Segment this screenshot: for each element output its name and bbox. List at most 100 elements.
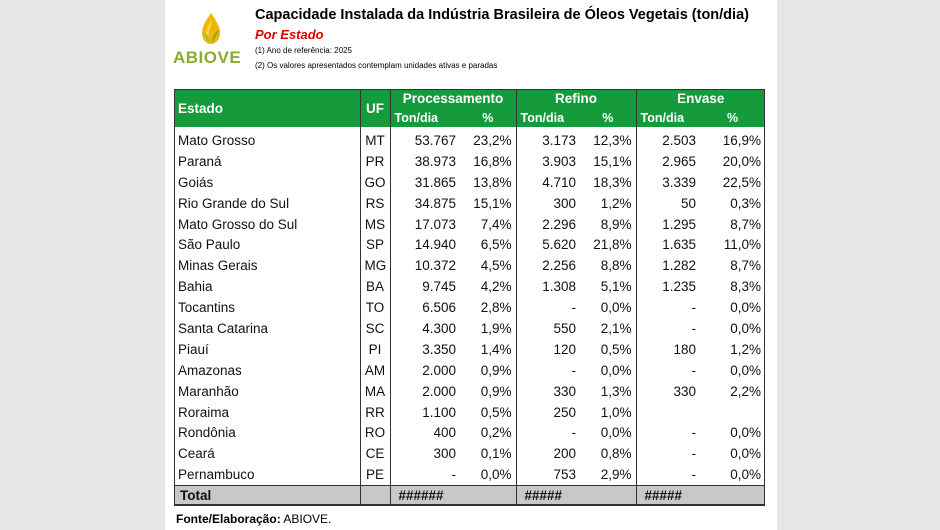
table-row: Mato Grosso MT 53.767 23,2% 3.173 12,3% 2.503 1…	[174, 127, 765, 151]
cell-r-ton: -	[571, 300, 577, 316]
cell-p-pct: 23,2%	[460, 127, 517, 151]
cell-r-ton: 753	[553, 467, 577, 483]
table-row: Rondônia RO 400 0,2% -0,0% -0,0%	[174, 422, 765, 444]
cell-p-pct: 1,9%	[460, 318, 517, 339]
source-value: ABIOVE.	[280, 512, 332, 526]
cell-r-ton: 2.296	[542, 216, 577, 232]
cell-p-pct: 0,9%	[460, 359, 517, 381]
cell-uf: BA	[359, 276, 391, 298]
cell-e-pct: 0,0%	[730, 300, 762, 316]
cell-e-pct: 0,0%	[730, 320, 762, 336]
cell-e-pct: 0,0%	[730, 467, 762, 483]
cell-e-pct: 16,9%	[722, 132, 762, 148]
table-row: Paraná PR 38.973 16,8% 3.903 15,1% 2.965 20,0%	[174, 150, 765, 172]
cell-estado: Santa Catarina	[178, 320, 269, 336]
cell-estado: Bahia	[178, 279, 213, 295]
cell-p-ton: 300	[433, 446, 456, 462]
cell-r-ton: 550	[553, 320, 577, 336]
header-processamento: Processamento	[390, 89, 517, 108]
cell-e-pct: 22,5%	[722, 174, 762, 190]
cell-estado: Rio Grande do Sul	[178, 195, 290, 211]
cell-r-ton: 120	[553, 341, 577, 357]
cell-estado: Pernambuco	[178, 467, 255, 483]
cell-p-ton: 4.300	[422, 320, 456, 336]
total-label: Total	[174, 485, 360, 507]
cell-e-ton: 1.235	[662, 279, 697, 295]
total-envase: #####	[636, 485, 766, 507]
cell-p-pct: 0,2%	[460, 422, 517, 444]
subheader-envase-ton: Ton/dia	[636, 108, 701, 127]
cell-estado: Ceará	[178, 446, 215, 462]
abiove-logo: ABIOVE	[173, 12, 243, 68]
cell-p-ton: -	[451, 467, 457, 483]
cell-uf: PR	[359, 150, 391, 172]
header-estado: Estado	[174, 89, 361, 127]
cell-e-pct: 1,2%	[730, 341, 762, 357]
cell-p-ton: 34.875	[414, 195, 456, 211]
cell-estado: Maranhão	[178, 383, 239, 399]
cell-uf: TO	[359, 297, 391, 319]
cell-r-pct: 18,3%	[580, 171, 637, 193]
table-row: Ceará CE 300 0,1% 200 0,8% - 0,0%	[174, 443, 765, 465]
table-row: Tocantins TO 6.506 2,8% -0,0% -0,0%	[174, 297, 765, 319]
cell-p-ton: 10.372	[414, 258, 456, 274]
cell-r-pct: 1,3%	[580, 380, 637, 402]
cell-r-pct: 1,2%	[580, 192, 637, 214]
cell-e-ton: -	[691, 320, 697, 336]
cell-e-pct: 0,0%	[730, 425, 762, 441]
cell-p-pct: 0,9%	[460, 380, 517, 402]
cell-e-ton: 330	[673, 383, 697, 399]
cell-uf: RS	[359, 192, 391, 214]
cell-p-pct: 16,8%	[460, 150, 517, 172]
cell-e-ton: 1.295	[662, 216, 697, 232]
cell-e-ton: -	[691, 362, 697, 378]
cell-uf: MT	[359, 127, 391, 151]
cell-r-pct: 2,1%	[580, 318, 637, 339]
cell-p-ton: 17.073	[414, 216, 456, 232]
cell-e-pct	[700, 402, 765, 423]
cell-p-pct: 1,4%	[460, 338, 517, 360]
cell-r-ton: 3.173	[542, 132, 577, 148]
total-uf-cell	[359, 485, 391, 507]
cell-estado: Paraná	[178, 153, 222, 169]
page-subtitle: Por Estado	[255, 27, 324, 42]
cell-p-pct: 13,8%	[460, 171, 517, 193]
table-row: Goiás GO 31.865 13,8% 4.710 18,3% 3.339 22,5%	[174, 171, 765, 193]
cell-e-pct: 0,3%	[730, 195, 762, 211]
cell-uf: MS	[359, 213, 391, 235]
cell-p-ton: 14.940	[414, 237, 456, 253]
cell-p-ton: 6.506	[422, 300, 456, 316]
cell-p-pct: 0,1%	[460, 443, 517, 465]
cell-p-pct: 0,0%	[460, 464, 517, 486]
cell-r-ton: 5.620	[542, 237, 577, 253]
footnote-2: (2) Os valores apresentados contemplam u…	[255, 61, 498, 70]
cell-r-pct: 5,1%	[580, 276, 637, 298]
cell-p-ton: 2.000	[422, 362, 456, 378]
subheader-refino-pct: %	[580, 108, 637, 127]
cell-r-pct: 0,8%	[580, 443, 637, 465]
table-row: Piauí PI 3.350 1,4% 120 0,5% 180 1,2%	[174, 338, 765, 360]
cell-r-pct: 1,0%	[580, 401, 637, 423]
cell-estado: Amazonas	[178, 362, 242, 378]
cell-p-ton: 1.100	[422, 404, 456, 420]
cell-estado: Tocantins	[178, 300, 236, 316]
cell-e-ton: 1.635	[662, 237, 697, 253]
cell-r-ton: 3.903	[542, 153, 577, 169]
cell-e-ton: 180	[673, 341, 697, 357]
cell-e-pct: 8,3%	[730, 279, 762, 295]
cell-r-pct: 8,9%	[580, 213, 637, 235]
header-refino: Refino	[516, 89, 637, 108]
subheader-processamento-ton: Ton/dia	[390, 108, 460, 127]
cell-p-ton: 9.745	[422, 279, 456, 295]
cell-r-pct: 15,1%	[580, 150, 637, 172]
cell-p-ton: 53.767	[414, 132, 456, 148]
table-row: Roraima RR 1.100 0,5% 250 1,0%	[174, 401, 765, 423]
total-refino: #####	[516, 485, 637, 507]
cell-uf: SP	[359, 234, 391, 256]
cell-p-ton: 3.350	[422, 341, 456, 357]
cell-uf: CE	[359, 443, 391, 465]
cell-uf: PI	[359, 338, 391, 360]
cell-uf: PE	[359, 464, 391, 486]
subheader-envase-pct: %	[700, 108, 766, 127]
cell-e-ton: 3.339	[662, 174, 697, 190]
